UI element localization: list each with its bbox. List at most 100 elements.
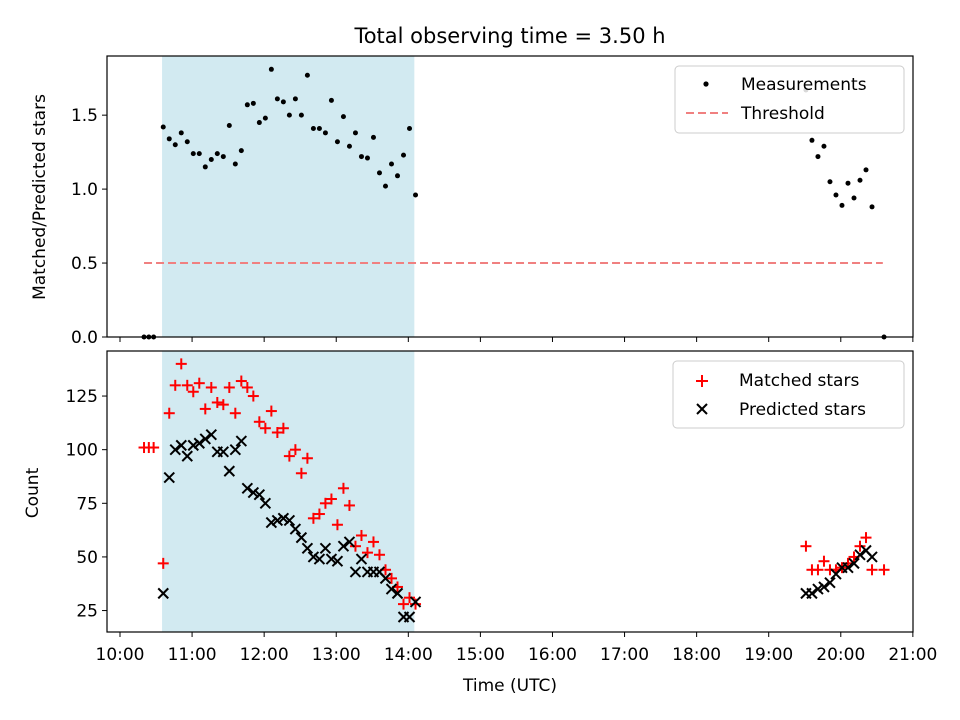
- matched-star-point: [301, 452, 313, 464]
- matched-star-point: [205, 381, 217, 393]
- matched-star-point: [866, 564, 878, 576]
- matched-star-point: [247, 390, 259, 402]
- matched-star-point: [169, 379, 181, 391]
- matched-star-point: [331, 519, 343, 531]
- measurement-point: [298, 112, 304, 118]
- matched-star-point: [800, 540, 812, 552]
- measurement-point: [286, 112, 292, 118]
- top-y-tick-label: 0.5: [71, 254, 98, 274]
- bottom-shaded-span: [162, 351, 415, 632]
- measurement-point: [190, 151, 196, 157]
- measurement-point: [268, 66, 274, 72]
- predicted-star-point: [223, 465, 236, 477]
- measurement-point: [863, 167, 869, 173]
- predicted-star-point: [385, 583, 398, 595]
- matched-star-point: [241, 381, 253, 393]
- measurement-point: [310, 125, 316, 131]
- predicted-star-point: [277, 512, 290, 525]
- predicted-star-point: [295, 531, 308, 544]
- predicted-star-point: [403, 611, 416, 623]
- predicted-star-point: [247, 486, 260, 499]
- matched-star-point: [271, 427, 283, 439]
- legend-marker-matched: [696, 375, 708, 387]
- predicted-star-point: [806, 587, 818, 600]
- measurement-point: [328, 97, 334, 103]
- predicted-star-point: [259, 497, 272, 510]
- measurement-point: [280, 99, 286, 105]
- predicted-star-point: [289, 523, 302, 535]
- x-tick-label: 18:00: [672, 645, 721, 665]
- predicted-star-point: [163, 471, 175, 484]
- measurement-point: [827, 179, 833, 185]
- matched-star-point: [199, 403, 211, 415]
- predicted-star-point: [818, 581, 830, 593]
- predicted-star-point: [391, 587, 404, 600]
- predicted-star-point: [283, 514, 296, 527]
- measurement-point: [232, 161, 238, 167]
- x-tick-label: 16:00: [528, 645, 577, 665]
- bottom-panel: 25 50 75 100 125 10:00 11:00 12:00 13:00 14:00 15…: [23, 350, 937, 696]
- measurement-point: [407, 125, 413, 131]
- predicted-star-point: [307, 551, 320, 563]
- predicted-star-point: [187, 439, 199, 452]
- top-shaded-span: [162, 56, 415, 337]
- bottom-y-tick-label: 50: [76, 548, 98, 568]
- measurement-point: [214, 151, 220, 157]
- matched-star-point: [307, 512, 319, 524]
- predicted-star-point: [848, 557, 860, 570]
- predicted-star-point: [271, 514, 284, 527]
- predicted-star-point: [235, 435, 248, 447]
- matched-star-point: [878, 564, 890, 576]
- measurement-point: [166, 136, 172, 142]
- measurement-point: [382, 183, 388, 189]
- matched-star-point: [283, 450, 295, 462]
- measurement-point: [809, 137, 815, 143]
- matched-star-point: [163, 407, 175, 419]
- chart-title: Total observing time = 3.50 h: [353, 24, 665, 48]
- x-tick-label: 14:00: [384, 645, 433, 665]
- predicted-star-point: [313, 553, 326, 565]
- matched-star-point: [385, 572, 397, 584]
- matched-star-point: [337, 482, 349, 494]
- matched-star-point: [410, 598, 422, 610]
- x-tick-label: 21:00: [888, 645, 937, 665]
- top-y-tick-label: 0.0: [71, 328, 98, 348]
- measurement-point: [401, 152, 407, 158]
- predicted-star-point: [205, 428, 218, 441]
- predicted-star-point: [866, 551, 878, 563]
- matched-star-point: [175, 358, 187, 370]
- measurement-point: [869, 204, 875, 210]
- measurement-point: [244, 102, 250, 108]
- matched-star-point: [854, 540, 866, 552]
- x-tick-label: 12:00: [240, 645, 289, 665]
- predicted-star-point: [199, 433, 211, 445]
- matched-star-point: [277, 422, 289, 434]
- predicted-star-point: [812, 583, 824, 595]
- matched-star-point: [253, 416, 265, 428]
- measurement-point: [821, 143, 827, 149]
- predicted-star-point: [355, 553, 368, 565]
- measurement-point: [160, 124, 166, 130]
- predicted-star-point: [343, 536, 356, 548]
- predicted-star-point: [169, 443, 181, 456]
- predicted-star-point: [331, 555, 344, 567]
- bottom-y-tick-label: 25: [76, 602, 98, 622]
- x-tick-label: 19:00: [744, 645, 793, 665]
- legend-marker-predicted: [696, 403, 708, 415]
- matched-star-point: [229, 407, 241, 419]
- x-tick-label: 13:00: [312, 645, 361, 665]
- predicted-star-point: [379, 572, 392, 585]
- bottom-axes-frame: [106, 350, 914, 633]
- x-tick-label: 17:00: [600, 645, 649, 665]
- matched-star-point: [181, 379, 193, 391]
- measurement-point: [202, 164, 208, 170]
- measurement-point: [833, 192, 839, 198]
- matched-star-point: [187, 386, 199, 398]
- matched-star-point: [404, 592, 416, 604]
- predicted-star-point: [157, 587, 169, 600]
- measurement-point: [256, 120, 262, 126]
- measurement-point: [172, 142, 178, 148]
- matched-star-point: [367, 536, 379, 548]
- x-tick-label: 11:00: [168, 645, 217, 665]
- matched-star-point: [398, 598, 410, 610]
